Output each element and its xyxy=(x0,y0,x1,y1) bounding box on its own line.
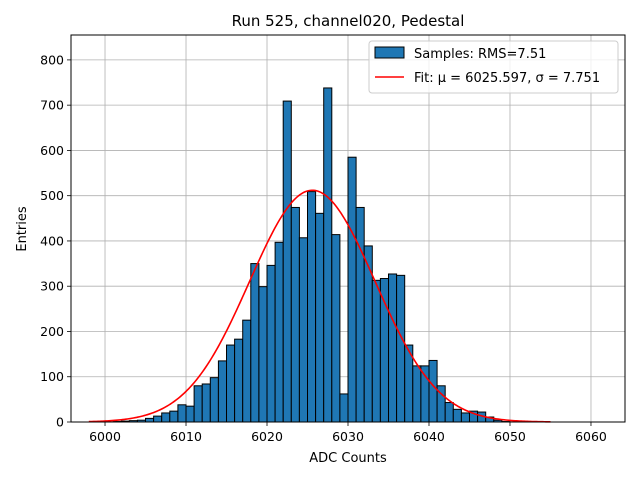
legend-bar-swatch xyxy=(374,46,405,59)
chart-title: Run 525, channel020, Pedestal xyxy=(232,12,465,30)
histogram-bar xyxy=(290,206,300,423)
histogram-bar xyxy=(242,319,252,423)
x-tick-label: 6040 xyxy=(413,429,445,444)
histogram-bar xyxy=(339,393,349,423)
histogram-bar xyxy=(161,412,171,423)
histogram-bar xyxy=(428,359,438,423)
histogram-bar xyxy=(347,156,357,423)
histogram-bar xyxy=(177,404,187,423)
histogram-bar xyxy=(209,377,219,423)
histogram-bar xyxy=(169,410,179,423)
x-axis-label: ADC Counts xyxy=(309,451,387,466)
histogram-bar xyxy=(412,365,422,423)
x-axis-ticks: 6000 6010 6020 6030 6040 6050 6060 xyxy=(89,422,607,444)
histogram-bar xyxy=(201,383,211,423)
y-tick-label: 800 xyxy=(40,52,64,67)
histogram-bar xyxy=(387,273,398,423)
y-tick-label: 300 xyxy=(40,279,64,294)
histogram-bar xyxy=(307,191,317,423)
histogram-bar xyxy=(298,237,309,423)
histogram-bar xyxy=(266,264,276,423)
histogram-bar xyxy=(331,234,341,423)
x-tick-label: 6000 xyxy=(89,429,121,444)
histogram-bar xyxy=(452,408,462,423)
x-tick-label: 6030 xyxy=(332,429,364,444)
legend-entry-samples: Samples: RMS=7.51 xyxy=(414,47,546,62)
y-tick-label: 400 xyxy=(40,233,64,248)
histogram-bar xyxy=(282,100,292,423)
histogram-bar xyxy=(185,405,195,423)
legend-box xyxy=(368,40,619,94)
histogram-bar xyxy=(153,415,163,423)
histogram-bar xyxy=(371,279,381,423)
x-tick-label: 6020 xyxy=(251,429,283,444)
y-tick-label: 700 xyxy=(40,98,64,113)
histogram-bar xyxy=(234,338,244,423)
histogram-bar xyxy=(193,385,203,423)
histogram-bar xyxy=(379,278,389,423)
y-axis-ticks: 0 100 200 300 400 500 600 700 800 xyxy=(40,52,71,430)
x-tick-label: 6050 xyxy=(494,429,526,444)
y-tick-label: 500 xyxy=(40,188,64,203)
legend-entry-fit: Fit: μ = 6025.597, σ = 7.751 xyxy=(414,71,600,86)
x-tick-label: 6060 xyxy=(575,429,607,444)
y-axis-label: Entries xyxy=(15,206,30,252)
histogram-bar xyxy=(274,241,284,423)
x-tick-label: 6010 xyxy=(170,429,202,444)
histogram-bar xyxy=(355,206,365,423)
histogram-bar xyxy=(145,417,155,423)
y-tick-label: 100 xyxy=(40,369,64,384)
y-tick-label: 200 xyxy=(40,324,64,339)
gaussian-fit-curve xyxy=(88,189,551,423)
histogram-bar xyxy=(258,286,268,423)
histogram-bar xyxy=(460,412,470,423)
legend: Samples: RMS=7.51 Fit: μ = 6025.597, σ =… xyxy=(368,40,619,94)
histogram-bars xyxy=(112,87,511,423)
histogram-bar xyxy=(315,212,325,423)
histogram-bar xyxy=(226,344,236,423)
histogram-bar xyxy=(323,87,333,423)
y-tick-label: 0 xyxy=(56,415,64,430)
histogram-bar xyxy=(396,274,406,423)
histogram-bar xyxy=(250,263,260,423)
y-tick-label: 600 xyxy=(40,143,64,158)
histogram-bar xyxy=(217,360,228,423)
histogram-bar xyxy=(444,402,454,423)
